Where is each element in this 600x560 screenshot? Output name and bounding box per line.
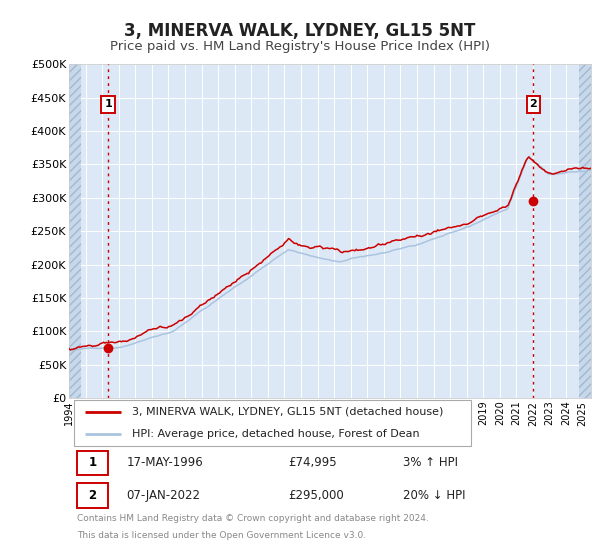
Text: £74,995: £74,995	[288, 456, 337, 469]
FancyBboxPatch shape	[74, 400, 471, 446]
Text: Contains HM Land Registry data © Crown copyright and database right 2024.: Contains HM Land Registry data © Crown c…	[77, 514, 428, 522]
Text: 2: 2	[530, 100, 538, 109]
Text: This data is licensed under the Open Government Licence v3.0.: This data is licensed under the Open Gov…	[77, 531, 366, 540]
Text: 07-JAN-2022: 07-JAN-2022	[127, 489, 200, 502]
Text: 3, MINERVA WALK, LYDNEY, GL15 5NT (detached house): 3, MINERVA WALK, LYDNEY, GL15 5NT (detac…	[131, 407, 443, 417]
Text: 3% ↑ HPI: 3% ↑ HPI	[403, 456, 458, 469]
Text: 2: 2	[88, 489, 97, 502]
Text: 17-MAY-1996: 17-MAY-1996	[127, 456, 203, 469]
FancyBboxPatch shape	[77, 483, 108, 507]
Text: £295,000: £295,000	[288, 489, 344, 502]
Text: 20% ↓ HPI: 20% ↓ HPI	[403, 489, 466, 502]
Text: 3, MINERVA WALK, LYDNEY, GL15 5NT: 3, MINERVA WALK, LYDNEY, GL15 5NT	[124, 22, 476, 40]
Text: 1: 1	[88, 456, 97, 469]
FancyBboxPatch shape	[77, 451, 108, 475]
Text: 1: 1	[104, 100, 112, 109]
Text: Price paid vs. HM Land Registry's House Price Index (HPI): Price paid vs. HM Land Registry's House …	[110, 40, 490, 53]
Text: HPI: Average price, detached house, Forest of Dean: HPI: Average price, detached house, Fore…	[131, 428, 419, 438]
